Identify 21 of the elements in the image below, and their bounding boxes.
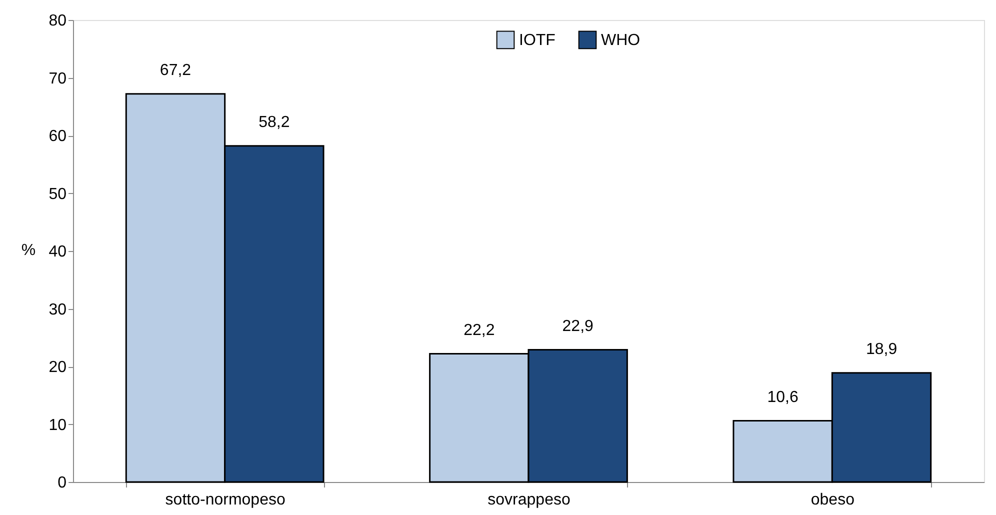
data-label: 67,2 xyxy=(160,62,192,79)
x-tick-label: sotto-normopeso xyxy=(165,492,286,508)
y-tick-label: 0 xyxy=(58,474,67,492)
y-tick-label: 50 xyxy=(48,186,67,203)
y-tick-label: 10 xyxy=(48,416,67,434)
y-tick-label: 40 xyxy=(48,244,67,260)
data-label: 10,6 xyxy=(767,388,798,406)
y-tick-label: 20 xyxy=(48,359,67,376)
data-label: 22,2 xyxy=(464,322,495,339)
y-axis-title: % xyxy=(21,242,36,259)
data-label: 58,2 xyxy=(258,114,290,131)
y-tick-label: 60 xyxy=(48,128,67,145)
y-tick-label: 30 xyxy=(48,301,67,318)
y-tick-label: 70 xyxy=(48,70,67,88)
data-label: 22,9 xyxy=(562,318,594,335)
x-tick-label: sovrappeso xyxy=(488,492,570,508)
data-label: 18,9 xyxy=(866,340,898,358)
y-tick-label: 80 xyxy=(48,12,67,30)
legend-label: WHO xyxy=(601,32,640,49)
x-tick-label: obeso xyxy=(810,492,855,508)
legend-label: IOTF xyxy=(519,32,556,49)
